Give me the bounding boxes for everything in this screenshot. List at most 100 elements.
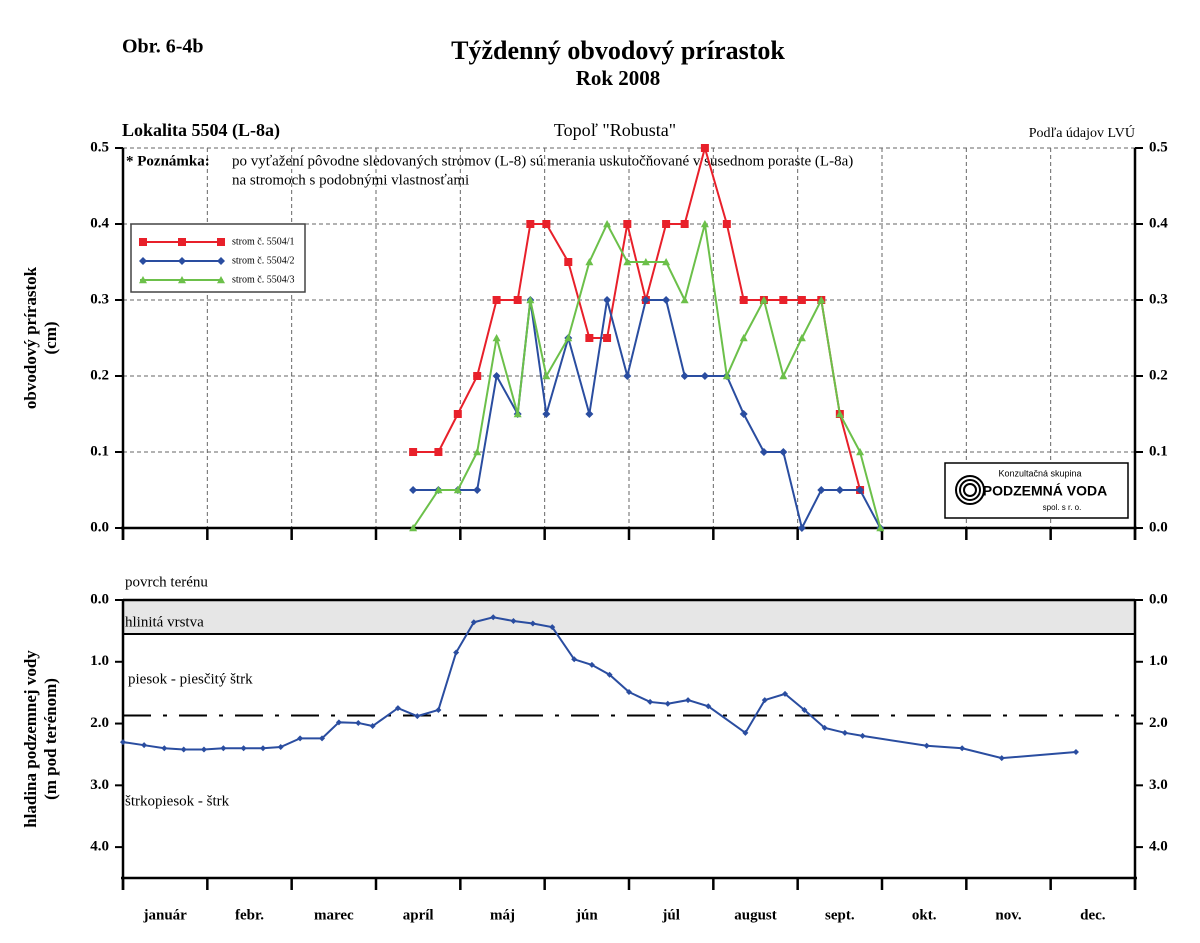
marker	[200, 746, 207, 753]
y-axis-label: (cm)	[41, 321, 60, 354]
marker	[277, 744, 284, 751]
marker	[739, 410, 748, 418]
y-tick-label: 0.4	[1149, 215, 1168, 231]
marker	[259, 745, 266, 752]
marker	[797, 524, 806, 532]
clay-layer	[123, 600, 1135, 634]
subtitle: Rok 2008	[576, 66, 661, 90]
marker	[240, 745, 247, 752]
marker	[603, 296, 612, 304]
annotation: povrch terénu	[125, 574, 208, 590]
marker	[585, 334, 594, 342]
marker	[513, 296, 522, 304]
marker	[705, 703, 712, 710]
y-tick-label: 0.1	[90, 443, 109, 459]
x-tick-label: okt.	[912, 907, 937, 923]
marker	[998, 755, 1005, 762]
marker	[923, 742, 930, 749]
marker	[835, 410, 844, 418]
marker	[700, 144, 709, 152]
marker	[217, 276, 225, 284]
marker	[841, 729, 848, 736]
y-tick-label: 0.0	[90, 591, 109, 607]
marker	[453, 410, 462, 418]
y-tick-label: 4.0	[1149, 839, 1168, 855]
marker	[835, 486, 844, 494]
marker	[603, 220, 612, 228]
marker	[513, 410, 522, 418]
x-tick-label: január	[142, 907, 187, 923]
series-line	[122, 616, 1077, 760]
x-tick-label: febr.	[235, 907, 264, 923]
y-tick-label: 1.0	[90, 653, 109, 669]
logo-icon	[959, 479, 981, 501]
marker	[409, 448, 418, 456]
marker	[626, 689, 632, 696]
marker	[394, 705, 401, 712]
y-axis-label: obvodový prírastok	[21, 266, 40, 409]
x-tick-label: august	[734, 907, 777, 923]
marker	[779, 296, 788, 304]
marker	[817, 296, 826, 304]
marker	[759, 448, 768, 456]
y-tick-label: 0.3	[1149, 291, 1168, 307]
marker	[409, 524, 418, 532]
y-tick-label: 2.0	[1149, 715, 1168, 731]
marker	[335, 719, 342, 726]
marker	[623, 220, 632, 228]
y-tick-label: 3.0	[1149, 777, 1168, 793]
y-tick-label: 0.2	[90, 367, 109, 383]
y-tick-label: 0.5	[1149, 139, 1168, 155]
y-axis-label: hladina podzemnej vody	[21, 650, 40, 828]
marker	[797, 334, 806, 342]
marker	[700, 220, 709, 228]
marker	[856, 486, 865, 494]
marker	[859, 732, 866, 739]
annotation: piesok - piesčitý štrk	[128, 671, 253, 687]
marker	[603, 334, 612, 342]
x-tick-label: júl	[661, 907, 680, 923]
marker	[178, 276, 186, 284]
marker	[139, 238, 147, 246]
annotation: štrkopiesok - štrk	[125, 793, 230, 809]
logo-icon	[963, 483, 977, 497]
marker	[529, 620, 536, 627]
marker	[722, 220, 731, 228]
marker	[680, 372, 689, 380]
marker	[542, 220, 551, 228]
marker	[414, 713, 421, 720]
marker	[220, 745, 227, 752]
logo-text: Konzultačná skupina	[998, 468, 1081, 478]
marker	[319, 735, 326, 742]
x-tick-label: apríl	[403, 907, 434, 923]
x-tick-label: nov.	[995, 907, 1022, 923]
marker	[217, 238, 225, 246]
marker	[492, 296, 501, 304]
marker	[526, 296, 535, 304]
marker	[161, 745, 168, 752]
marker	[759, 296, 768, 304]
marker	[542, 410, 551, 418]
marker	[623, 372, 632, 380]
marker	[434, 486, 443, 494]
marker	[782, 690, 789, 697]
logo-text: PODZEMNÁ VODA	[983, 483, 1107, 499]
note: po vyťažení pôvodne sledovaných stromov …	[232, 153, 853, 169]
y-tick-label: 0.0	[1149, 519, 1168, 535]
marker	[490, 614, 497, 621]
marker	[647, 698, 654, 705]
marker	[876, 524, 885, 532]
source: Podľa údajov LVÚ	[1029, 124, 1135, 141]
marker	[139, 276, 147, 284]
marker	[664, 700, 671, 707]
marker	[409, 486, 418, 494]
y-tick-label: 0.2	[1149, 367, 1168, 383]
marker	[510, 618, 517, 625]
figure-label: Obr. 6-4b	[122, 36, 204, 58]
marker	[178, 257, 186, 265]
marker	[355, 719, 362, 726]
marker	[797, 296, 806, 304]
x-tick-label: máj	[490, 907, 515, 923]
y-tick-label: 4.0	[90, 839, 109, 855]
